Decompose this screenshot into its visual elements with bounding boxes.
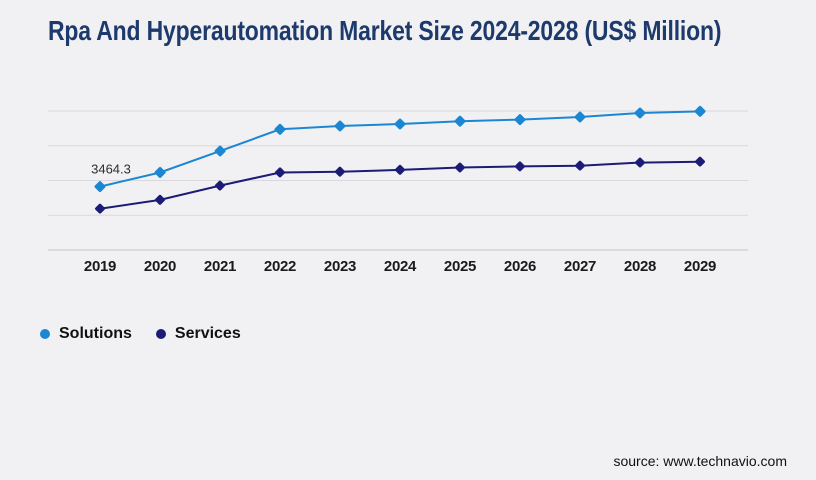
svg-text:2020: 2020 <box>144 258 176 275</box>
svg-text:2027: 2027 <box>564 258 596 275</box>
svg-text:2023: 2023 <box>324 258 356 275</box>
services-legend-marker-icon <box>155 329 166 339</box>
solutions-legend-marker-icon <box>40 329 50 339</box>
svg-text:2022: 2022 <box>264 258 296 275</box>
svg-text:2021: 2021 <box>204 258 236 275</box>
svg-text:2028: 2028 <box>624 258 656 275</box>
legend: Solutions Services <box>40 325 241 343</box>
legend-item-solutions[interactable]: Solutions <box>40 325 132 343</box>
solutions-legend-label: Solutions <box>59 325 132 342</box>
svg-text:3464.3: 3464.3 <box>91 162 131 177</box>
services-legend-label: Services <box>174 325 241 342</box>
svg-text:2019: 2019 <box>84 258 116 275</box>
legend-item-services[interactable]: Services <box>155 325 241 343</box>
svg-text:2026: 2026 <box>504 258 536 275</box>
svg-text:2029: 2029 <box>684 258 716 275</box>
svg-text:2024: 2024 <box>384 258 417 275</box>
source-attribution: source: www.technavio.com <box>613 453 787 469</box>
chart-title: Rpa And Hyperautomation Market Size 2024… <box>48 15 722 46</box>
svg-text:2025: 2025 <box>444 258 476 275</box>
